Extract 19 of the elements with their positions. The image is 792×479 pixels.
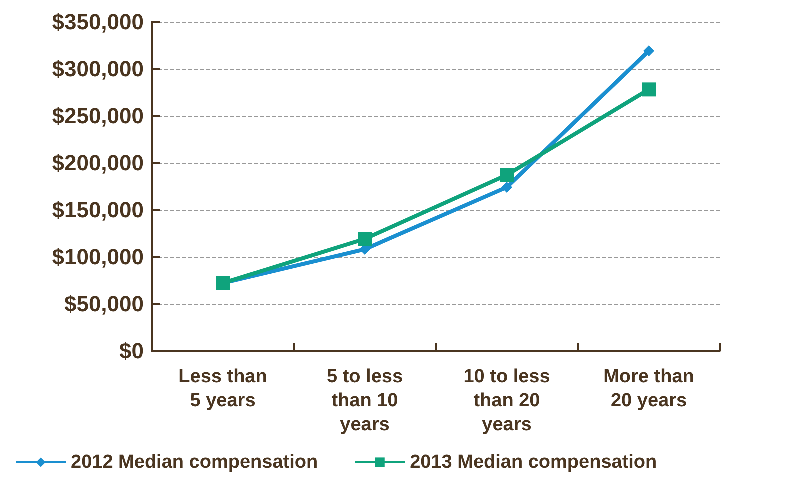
x-tick-label: 5 to less than 10 years: [326, 366, 404, 436]
y-tick-label: $50,000: [64, 292, 144, 316]
x-tick-label: Less than 5 years: [178, 366, 268, 412]
point: [500, 168, 514, 182]
y-tick-label: $150,000: [52, 198, 144, 222]
legend-label: 2013 Median compensation: [410, 452, 658, 473]
y-tick-label: $250,000: [52, 104, 144, 128]
point: [358, 232, 372, 246]
y-tick-label: $100,000: [52, 244, 144, 270]
y-tick-label: $300,000: [52, 56, 144, 82]
x-tick-label: More than 20 years: [604, 366, 694, 412]
point: [642, 82, 656, 97]
y-tick-label: $200,000: [52, 150, 144, 176]
point: [644, 46, 654, 57]
y-tick-label: $0: [120, 338, 144, 364]
point: [502, 182, 512, 193]
legend-label: 2012 Median compensation: [71, 452, 318, 473]
x-tick-label: 10 to less than 20 years: [464, 366, 550, 436]
y-tick-label: $350,000: [52, 10, 144, 34]
